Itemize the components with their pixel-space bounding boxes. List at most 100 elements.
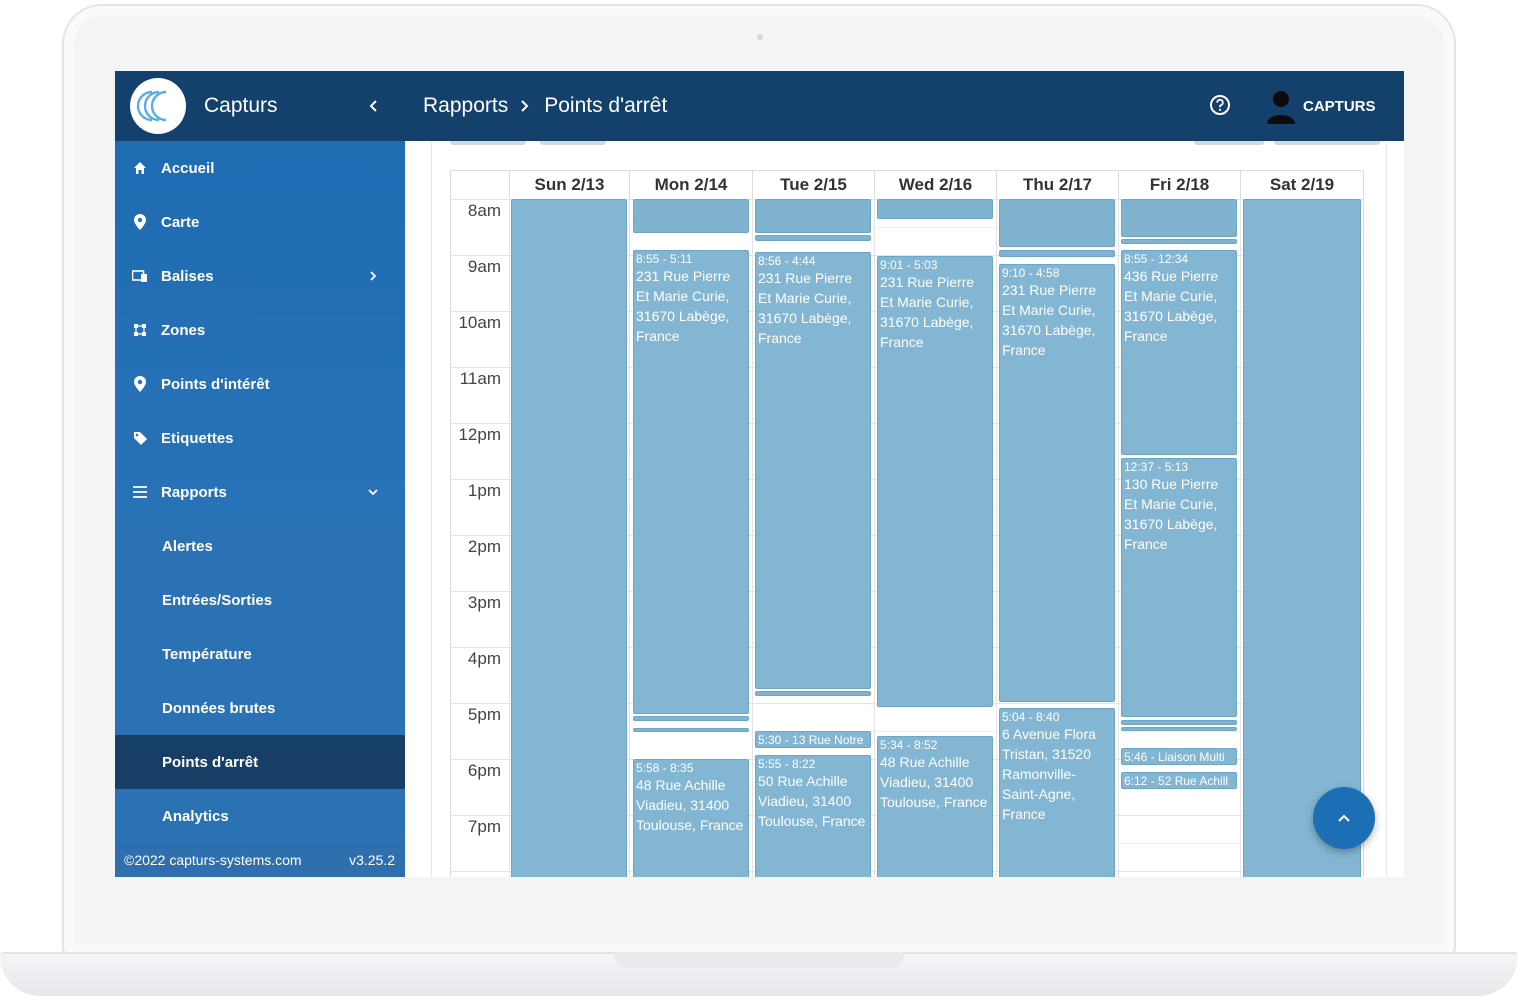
calendar-event[interactable] [633,716,749,721]
breadcrumb: Rapports Points d'arrêt [423,71,667,141]
sidebar-item-temperature[interactable]: Température [162,645,252,663]
calendar-event[interactable] [755,199,871,233]
column-line [1118,199,1119,877]
column-line [509,199,510,877]
breadcrumb-current: Points d'arrêt [544,94,668,117]
home-icon [131,159,149,177]
sidebar-item-analytics[interactable]: Analytics [162,807,229,825]
time-label: 3pm [467,593,501,612]
user-menu[interactable]: CAPTURS [1265,87,1376,125]
sidebar-item-entrees-sorties[interactable]: Entrées/Sorties [162,591,273,609]
day-header-mon: Mon 2/14 [629,171,752,199]
time-label: 2pm [467,537,501,556]
calendar-event[interactable]: 5:34 - 8:52 48 Rue Achille Viadieu, 3140… [877,736,993,877]
calendar-event[interactable] [1121,727,1237,731]
chevron-left-icon [369,100,377,112]
app-screen: Capturs Rapports Points d'arrêt CAPTURS … [115,71,1404,877]
devices-icon [131,267,149,285]
calendar-event[interactable] [1121,199,1237,237]
week-calendar: Sun 2/13 Mon 2/14 Tue 2/15 Wed 2/16 Thu … [450,170,1364,877]
sidebar-item-etiquettes[interactable]: Etiquettes [115,411,405,465]
calendar-event[interactable] [755,235,871,241]
toolbar-button-stub[interactable] [1194,141,1264,145]
calendar-event[interactable]: 9:10 - 4:58 231 Rue Pierre Et Marie Curi… [999,264,1115,702]
day-header-sat: Sat 2/19 [1240,171,1363,199]
calendar-event[interactable]: 5:30 - 13 Rue Notre [755,731,871,748]
calendar-event[interactable]: 8:56 - 4:44 231 Rue Pierre Et Marie Curi… [755,252,871,689]
grid-line [451,255,1363,256]
calendar-event[interactable]: 9:01 - 5:03 231 Rue Pierre Et Marie Curi… [877,256,993,707]
calendar-event[interactable]: 6:12 - 52 Rue Achill [1121,772,1237,789]
time-label: 1pm [467,481,501,500]
map-pin-icon [131,375,149,393]
day-header-wed: Wed 2/16 [874,171,996,199]
help-icon[interactable] [1209,94,1231,116]
sidebar: Accueil Carte Balises Zones Points d'int… [115,141,405,877]
time-label: 10am [458,313,501,332]
laptop-camera [757,34,763,40]
zones-icon [131,321,149,339]
calendar-event[interactable]: 5:04 - 8:40 6 Avenue Flora Tristan, 3152… [999,708,1115,877]
sidebar-item-alertes[interactable]: Alertes [162,537,213,555]
calendar-event[interactable] [877,199,993,219]
calendar-event[interactable] [999,250,1115,257]
sidebar-item-rapports[interactable]: Rapports [115,465,405,519]
rapports-submenu: Alertes Entrées/Sorties Température Donn… [115,519,405,843]
column-line [752,199,753,877]
time-label: 5pm [467,705,501,724]
time-label: 11am [459,369,501,388]
user-name: CAPTURS [1303,97,1376,115]
brand: Capturs [115,71,405,141]
chevron-down-icon [365,483,381,501]
laptop-notch [614,952,904,968]
calendar-event[interactable]: 5:46 - Liaison Multi [1121,748,1237,765]
calendar-event[interactable]: 8:55 - 12:34 436 Rue Pierre Et Marie Cur… [1121,250,1237,455]
grid-line [509,227,1363,228]
grid-line [509,731,1363,732]
calendar-event[interactable] [511,199,627,877]
breadcrumb-rapports[interactable]: Rapports [423,94,509,117]
calendar-event[interactable] [1121,239,1237,244]
capturs-logo-icon[interactable] [130,78,186,134]
sidebar-item-points-arret[interactable]: Points d'arrêt [115,735,405,789]
toolbar-button-stub[interactable] [540,141,606,145]
sidebar-item-points-interet[interactable]: Points d'intérêt [115,357,405,411]
calendar-event[interactable] [633,199,749,233]
toolbar-button-stub[interactable] [450,141,526,145]
column-line [1240,199,1241,877]
top-header: Capturs Rapports Points d'arrêt CAPTURS [115,71,1404,141]
time-label: 9am [467,257,501,276]
list-icon [131,483,149,501]
calendar-event[interactable] [1121,720,1237,725]
sidebar-item-zones[interactable]: Zones [115,303,405,357]
sidebar-item-accueil[interactable]: Accueil [115,141,405,195]
day-header-tue: Tue 2/15 [752,171,874,199]
chevron-right-icon [520,99,530,113]
collapse-sidebar-button[interactable] [363,91,383,121]
time-label: 4pm [467,649,501,668]
day-header-thu: Thu 2/17 [996,171,1118,199]
tag-icon [131,429,149,447]
time-label: 6pm [467,761,501,780]
sidebar-item-donnees-brutes[interactable]: Données brutes [162,699,276,717]
calendar-event[interactable] [1243,199,1361,877]
time-label: 8am [467,201,501,220]
calendar-event[interactable] [633,728,749,732]
copyright-text: ©2022 capturs-systems.com [124,852,302,868]
calendar-event[interactable]: 5:58 - 8:35 48 Rue Achille Viadieu, 3140… [633,759,749,877]
calendar-event[interactable]: 8:55 - 5:11 231 Rue Pierre Et Marie Curi… [633,250,749,714]
column-line [996,199,997,877]
calendar-event[interactable]: 12:37 - 5:13 130 Rue Pierre Et Marie Cur… [1121,458,1237,717]
map-pin-icon [131,213,149,231]
time-label: 12pm [458,425,501,444]
calendar-event[interactable] [999,199,1115,247]
app-name: Capturs [204,94,278,117]
calendar-event[interactable] [755,691,871,696]
user-avatar-icon [1267,91,1295,124]
sidebar-item-carte[interactable]: Carte [115,195,405,249]
sidebar-item-balises[interactable]: Balises [115,249,405,303]
scroll-top-button[interactable] [1313,787,1375,849]
calendar-event[interactable]: 5:55 - 8:22 50 Rue Achille Viadieu, 3140… [755,755,871,877]
sidebar-footer: ©2022 capturs-systems.com v3.25.2 [115,843,405,877]
toolbar-button-stub[interactable] [1274,141,1380,145]
